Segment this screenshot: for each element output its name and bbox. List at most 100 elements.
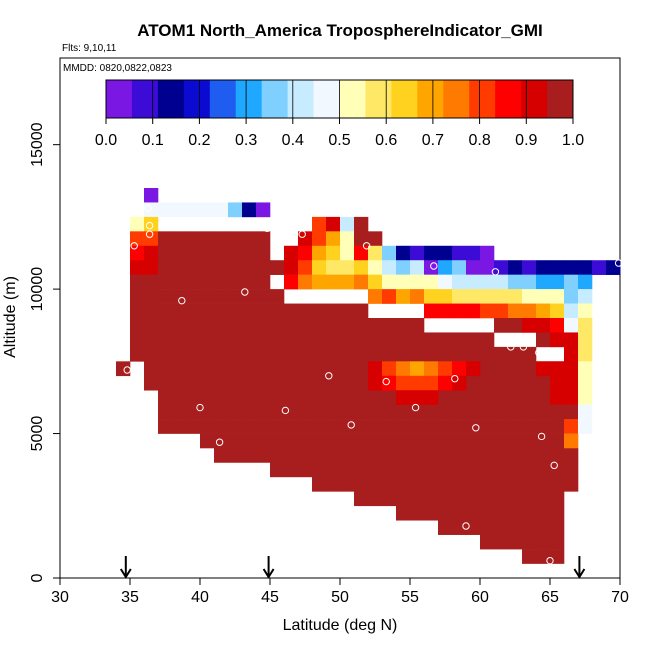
- heatmap-cell: [368, 375, 383, 391]
- heatmap-cell: [438, 404, 453, 420]
- heatmap-cell: [214, 260, 229, 275]
- y-tick-label: 0: [29, 573, 46, 582]
- heatmap-cell: [396, 462, 411, 478]
- x-tick-label: 65: [541, 589, 559, 606]
- heatmap-cell: [158, 419, 173, 434]
- flight-point: [362, 242, 371, 250]
- heatmap-cell: [438, 433, 453, 449]
- heatmap-cell: [354, 419, 369, 434]
- heatmap-cell: [298, 390, 313, 405]
- heatmap-cell: [550, 462, 565, 478]
- heatmap-cell: [424, 462, 439, 478]
- flight-point: [178, 296, 186, 305]
- heatmap-cell: [382, 491, 397, 507]
- heatmap-cell: [340, 419, 355, 434]
- heatmap-cell: [284, 274, 299, 290]
- heatmap-cell: [214, 274, 229, 290]
- heatmap-cells: [116, 188, 621, 564]
- heatmap-cell: [396, 375, 411, 391]
- heatmap-cell: [158, 404, 173, 420]
- x-tick-label: 30: [51, 589, 69, 606]
- heatmap-cell: [200, 260, 215, 275]
- heatmap-cell: [312, 332, 327, 348]
- y-tick-label: 15000: [29, 122, 46, 167]
- heatmap-cell: [242, 361, 257, 377]
- heatmap-cell: [522, 274, 537, 290]
- flight-point: [451, 374, 459, 383]
- heatmap-cell: [256, 375, 271, 391]
- heatmap-cell: [228, 202, 243, 218]
- heatmap-cell: [550, 390, 565, 405]
- heatmap-cell: [494, 419, 509, 434]
- heatmap-cell: [312, 448, 327, 463]
- heatmap-cell: [186, 361, 201, 377]
- heatmap-cell: [508, 303, 523, 319]
- heatmap-cell: [298, 346, 313, 362]
- heatmap-cell: [382, 476, 397, 492]
- heatmap-cell: [382, 433, 397, 449]
- heatmap-cell: [186, 202, 201, 218]
- heatmap-cell: [480, 390, 495, 405]
- heatmap-cell: [144, 361, 159, 377]
- heatmap-cell: [424, 448, 439, 463]
- heatmap-cell: [522, 505, 537, 521]
- flight-point: [507, 343, 515, 351]
- heatmap-cell: [326, 231, 341, 247]
- heatmap-cell: [312, 462, 327, 478]
- heatmap-cell: [550, 332, 565, 348]
- heatmap-cell: [396, 289, 411, 304]
- heatmap-cell: [410, 419, 425, 434]
- heatmap-cell: [522, 318, 537, 333]
- heatmap-cell: [452, 462, 467, 478]
- heatmap-cell: [536, 520, 551, 535]
- x-tick-label: 50: [331, 589, 349, 606]
- heatmap-cell: [130, 346, 145, 362]
- heatmap-cell: [354, 462, 369, 478]
- flight-track-points: [123, 204, 623, 565]
- heatmap-cell: [410, 318, 425, 333]
- heatmap-cell: [130, 260, 145, 275]
- heatmap-cell: [550, 404, 565, 420]
- heatmap-cell: [326, 346, 341, 362]
- heatmap-cell: [340, 318, 355, 333]
- heatmap-cell: [438, 361, 453, 377]
- heatmap-cell: [326, 375, 341, 391]
- heatmap-cell: [214, 390, 229, 405]
- flight-point: [298, 230, 306, 238]
- heatmap-cell: [550, 361, 565, 377]
- heatmap-cell: [382, 462, 397, 478]
- colorbar-tick-label: 0.8: [468, 132, 490, 149]
- heatmap-cell: [368, 260, 383, 275]
- heatmap-cell: [200, 202, 215, 218]
- x-tick-label: 60: [471, 589, 489, 606]
- flight-point: [281, 406, 290, 415]
- heatmap-cell: [508, 260, 523, 275]
- heatmap-cell: [466, 260, 481, 275]
- heatmap-cell: [354, 375, 369, 391]
- heatmap-cell: [312, 361, 327, 377]
- heatmap-cell: [228, 245, 243, 261]
- heatmap-cell: [410, 462, 425, 478]
- colorbar-segment: [339, 80, 366, 118]
- heatmap-cell: [424, 346, 439, 362]
- heatmap-cell: [550, 260, 565, 275]
- heatmap-cell: [438, 462, 453, 478]
- heatmap-cell: [578, 361, 593, 377]
- heatmap-cell: [522, 491, 537, 507]
- x-tick-label: 45: [261, 589, 279, 606]
- heatmap-cell: [578, 318, 593, 333]
- heatmap-cell: [312, 303, 327, 319]
- heatmap-cell: [494, 433, 509, 449]
- heatmap-cell: [158, 231, 173, 247]
- heatmap-cell: [466, 433, 481, 449]
- heatmap-cell: [270, 303, 285, 319]
- heatmap-cell: [214, 448, 229, 463]
- flight-arrow: [119, 556, 132, 579]
- heatmap-cell: [298, 462, 313, 478]
- heatmap-cell: [396, 505, 411, 521]
- heatmap-cell: [242, 289, 257, 304]
- heatmap-cell: [326, 476, 341, 492]
- heatmap-cell: [452, 390, 467, 405]
- heatmap-cell: [536, 303, 551, 319]
